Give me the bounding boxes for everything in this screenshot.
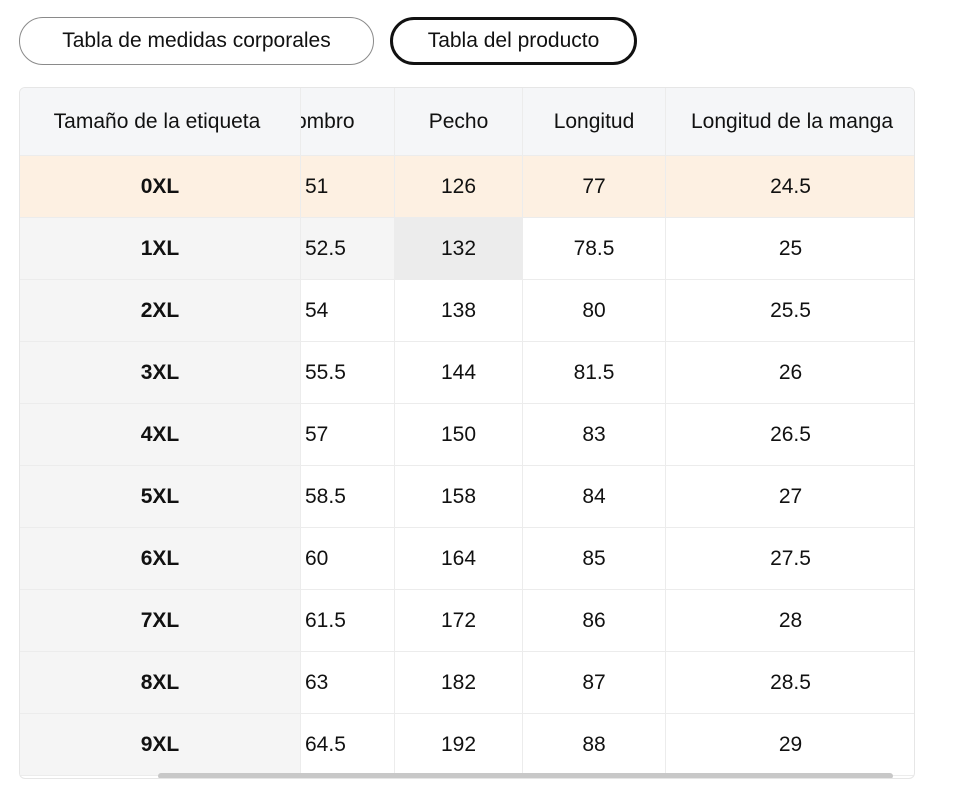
cell-shoulder: 61.5 <box>301 590 395 652</box>
cell-size: 4XL <box>20 404 301 466</box>
table-header-row: Tamaño de la etiqueta ombro Pecho Longit… <box>20 88 914 156</box>
size-chart-tabs: Tabla de medidas corporales Tabla del pr… <box>19 17 637 65</box>
tab-product-measurements[interactable]: Tabla del producto <box>390 17 637 65</box>
cell-shoulder: 54 <box>301 280 395 342</box>
cell-chest: 126 <box>395 156 523 218</box>
cell-sleeve-length: 27 <box>666 466 914 528</box>
cell-size: 2XL <box>20 280 301 342</box>
cell-chest: 150 <box>395 404 523 466</box>
cell-shoulder: 57 <box>301 404 395 466</box>
cell-sleeve-length: 27.5 <box>666 528 914 590</box>
cell-shoulder: 58.5 <box>301 466 395 528</box>
cell-shoulder: 52.5 <box>301 218 395 280</box>
cell-sleeve-length: 25.5 <box>666 280 914 342</box>
cell-shoulder: 51 <box>301 156 395 218</box>
cell-size: 9XL <box>20 714 301 776</box>
cell-shoulder: 64.5 <box>301 714 395 776</box>
cell-length: 81.5 <box>523 342 666 404</box>
header-size-label: Tamaño de la etiqueta <box>20 88 301 156</box>
table-row[interactable]: 4XL 57 150 83 26.5 <box>20 404 914 466</box>
cell-chest: 164 <box>395 528 523 590</box>
size-table-container[interactable]: Tamaño de la etiqueta ombro Pecho Longit… <box>19 87 915 779</box>
cell-chest: 138 <box>395 280 523 342</box>
cell-chest: 192 <box>395 714 523 776</box>
cell-size: 7XL <box>20 590 301 652</box>
cell-length: 77 <box>523 156 666 218</box>
cell-length: 85 <box>523 528 666 590</box>
cell-length: 83 <box>523 404 666 466</box>
cell-length: 80 <box>523 280 666 342</box>
cell-shoulder: 60 <box>301 528 395 590</box>
table-row[interactable]: 1XL 52.5 132 78.5 25 <box>20 218 914 280</box>
cell-sleeve-length: 26 <box>666 342 914 404</box>
cell-size: 6XL <box>20 528 301 590</box>
table-body: 0XL 51 126 77 24.5 1XL 52.5 132 78.5 25 2XL 54 138 80… <box>20 156 914 776</box>
table-row[interactable]: 3XL 55.5 144 81.5 26 <box>20 342 914 404</box>
size-table: Tamaño de la etiqueta ombro Pecho Longit… <box>20 88 914 776</box>
tab-body-measurements[interactable]: Tabla de medidas corporales <box>19 17 374 65</box>
cell-sleeve-length: 28 <box>666 590 914 652</box>
cell-shoulder: 63 <box>301 652 395 714</box>
header-length: Longitud <box>523 88 666 156</box>
table-row[interactable]: 7XL 61.5 172 86 28 <box>20 590 914 652</box>
cell-length: 78.5 <box>523 218 666 280</box>
cell-size: 3XL <box>20 342 301 404</box>
cell-length: 88 <box>523 714 666 776</box>
cell-chest: 172 <box>395 590 523 652</box>
header-sleeve-length: Longitud de la manga <box>666 88 914 156</box>
table-row[interactable]: 6XL 60 164 85 27.5 <box>20 528 914 590</box>
cell-sleeve-length: 28.5 <box>666 652 914 714</box>
cell-size: 1XL <box>20 218 301 280</box>
cell-sleeve-length: 24.5 <box>666 156 914 218</box>
cell-size: 0XL <box>20 156 301 218</box>
cell-chest: 132 <box>395 218 523 280</box>
cell-sleeve-length: 26.5 <box>666 404 914 466</box>
header-shoulder: ombro <box>301 88 395 156</box>
table-row[interactable]: 5XL 58.5 158 84 27 <box>20 466 914 528</box>
cell-shoulder: 55.5 <box>301 342 395 404</box>
cell-sleeve-length: 25 <box>666 218 914 280</box>
cell-chest: 144 <box>395 342 523 404</box>
cell-size: 5XL <box>20 466 301 528</box>
table-row[interactable]: 8XL 63 182 87 28.5 <box>20 652 914 714</box>
table-row[interactable]: 9XL 64.5 192 88 29 <box>20 714 914 776</box>
horizontal-scrollbar[interactable] <box>158 773 893 778</box>
header-chest: Pecho <box>395 88 523 156</box>
cell-chest: 182 <box>395 652 523 714</box>
cell-length: 84 <box>523 466 666 528</box>
cell-sleeve-length: 29 <box>666 714 914 776</box>
table-row[interactable]: 0XL 51 126 77 24.5 <box>20 156 914 218</box>
cell-chest: 158 <box>395 466 523 528</box>
cell-length: 87 <box>523 652 666 714</box>
header-shoulder-text: ombro <box>301 109 355 133</box>
cell-size: 8XL <box>20 652 301 714</box>
table-row[interactable]: 2XL 54 138 80 25.5 <box>20 280 914 342</box>
cell-length: 86 <box>523 590 666 652</box>
